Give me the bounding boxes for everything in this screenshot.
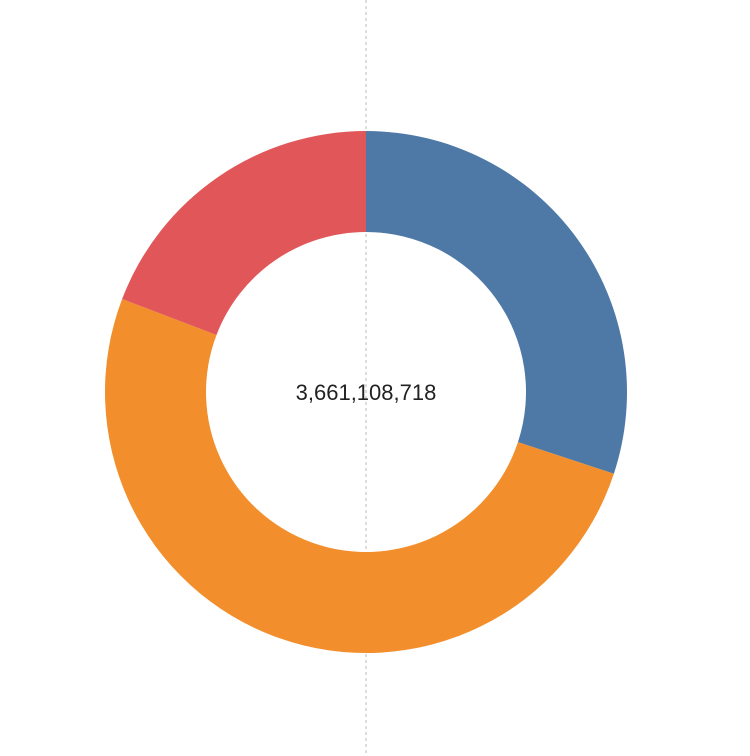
ring [105,131,627,653]
center-label: 3,661,108,718 [296,380,437,405]
donut-segment [122,131,366,335]
donut-segment [105,299,614,653]
donut-segment [366,131,627,474]
